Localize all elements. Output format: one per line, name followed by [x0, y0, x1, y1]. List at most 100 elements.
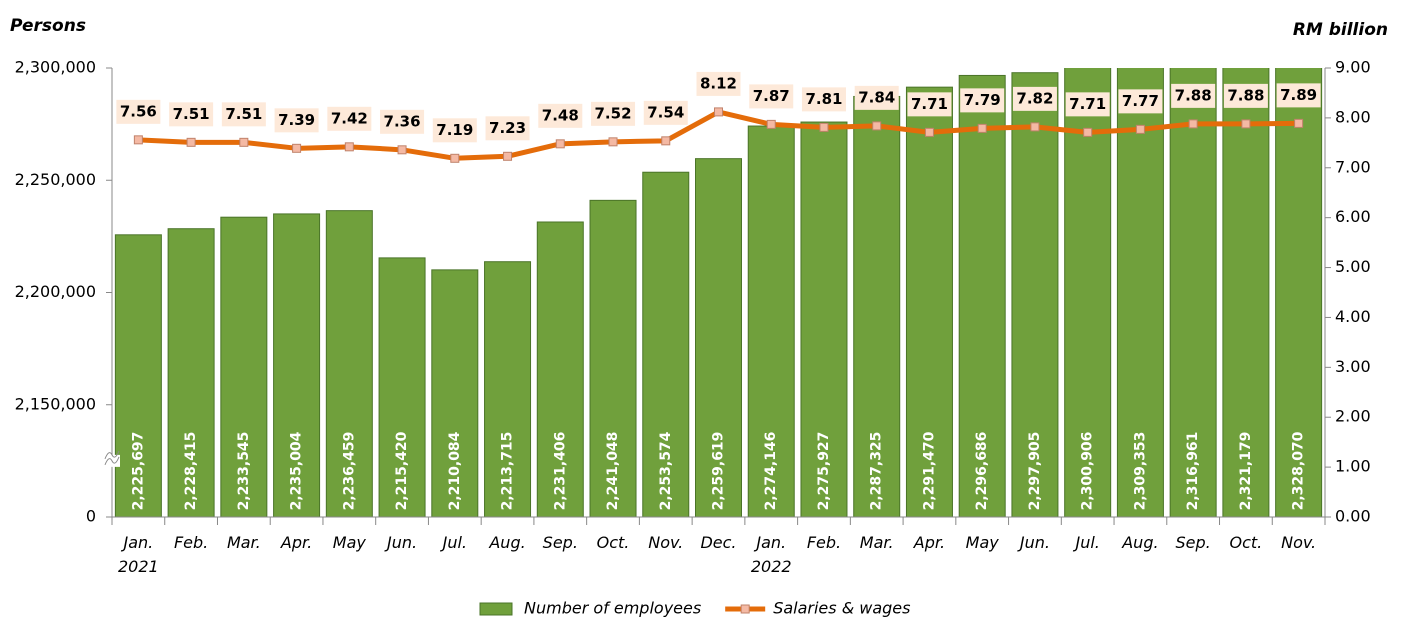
line-value-label: 7.82: [1016, 89, 1053, 107]
line-marker: [1188, 119, 1198, 129]
bar-value-label: 2,213,715: [500, 432, 516, 511]
value-label-box: [274, 108, 319, 133]
line-marker: [239, 137, 249, 147]
bar: [1275, 68, 1323, 518]
line-value-label: 7.51: [173, 105, 210, 123]
value-label-box: [960, 88, 1005, 113]
bar: [642, 171, 690, 518]
bar: [695, 158, 742, 518]
bar: [589, 199, 637, 518]
x-tick-label: Feb.: [173, 533, 209, 552]
line-marker: [555, 139, 565, 149]
y2-tick-label: 0.00: [1335, 507, 1371, 526]
y2-tick-label: 7.00: [1335, 157, 1371, 176]
x-tick-label: Aug.: [1122, 533, 1159, 552]
bar: [1064, 68, 1112, 518]
line-marker: [1083, 127, 1093, 137]
x-tick-label: Nov.: [648, 533, 684, 552]
line-value-label: 7.56: [120, 102, 157, 120]
x-tick-label: Dec.: [700, 533, 737, 552]
bar: [800, 121, 848, 518]
bar: [114, 234, 162, 518]
line-value-label: 7.81: [805, 90, 842, 108]
bar-value-label: 2,215,420: [394, 431, 410, 510]
value-label-box: [485, 116, 530, 141]
bar: [325, 210, 373, 518]
bar: [747, 125, 795, 518]
line-value-label: 7.52: [595, 104, 632, 122]
y2-tick-label: 4.00: [1335, 307, 1371, 326]
y2-axis-title: RM billion: [1293, 20, 1388, 40]
line-marker: [186, 137, 196, 147]
line-marker: [292, 143, 302, 153]
x-tick-label: Sep.: [1175, 533, 1211, 552]
x-tick-label: Apr.: [280, 533, 313, 552]
line-value-label: 7.77: [1122, 92, 1159, 110]
y-tick-label: 2,300,000: [15, 58, 96, 77]
bar: [1116, 68, 1164, 518]
legend-marker: [740, 604, 750, 614]
axis-break: [104, 456, 120, 466]
y2-tick-label: 1.00: [1335, 457, 1371, 476]
y-axis-title: Persons: [10, 16, 86, 36]
line-marker: [766, 119, 776, 129]
line-value-label: 7.89: [1280, 86, 1317, 104]
bar-value-label: 2,309,353: [1132, 432, 1148, 511]
bar-value-label: 2,235,004: [289, 431, 305, 510]
bar: [378, 257, 426, 518]
line-marker: [397, 145, 407, 155]
x-tick-label: Mar.: [859, 533, 894, 552]
bar: [273, 213, 321, 518]
x-tick-label: Oct.: [596, 533, 630, 552]
bar-value-label: 2,233,545: [236, 432, 252, 511]
bar-value-label: 2,241,048: [605, 432, 621, 511]
line-marker: [1294, 118, 1304, 128]
value-label-box: [1012, 86, 1057, 111]
x-tick-label: Jul.: [442, 533, 467, 552]
line-marker: [1030, 122, 1040, 132]
line-marker: [661, 136, 671, 146]
x-tick-label: Oct.: [1229, 533, 1263, 552]
line-value-label: 7.88: [1175, 86, 1212, 104]
bar-value-label: 2,275,927: [816, 432, 832, 511]
line-value-label: 7.84: [858, 88, 895, 106]
value-label-box: [1223, 83, 1268, 108]
bar: [958, 74, 1006, 518]
value-label-box: [749, 84, 794, 109]
bar: [1169, 68, 1217, 518]
y2-tick-label: 3.00: [1335, 357, 1371, 376]
legend-label: Salaries & wages: [773, 599, 910, 618]
bar: [484, 261, 532, 518]
line-marker: [819, 122, 829, 132]
line-marker: [503, 151, 513, 161]
x-tick-label: Sep.: [542, 533, 578, 552]
x-tick-label: Feb.: [806, 533, 842, 552]
x-tick-label: Jan. 2022: [750, 533, 792, 576]
legend-swatch: [479, 602, 513, 616]
bar-value-label: 2,274,146: [763, 432, 779, 511]
line-value-label: 7.42: [331, 109, 368, 127]
y-tick-label: 2,150,000: [15, 394, 96, 413]
y-tick-label: 2,250,000: [15, 170, 96, 189]
axis-break: [104, 450, 120, 460]
line-marker: [872, 121, 882, 131]
bar-value-label: 2,321,179: [1238, 432, 1254, 511]
line-value-label: 7.19: [436, 121, 473, 139]
bar-value-label: 2,328,070: [1291, 431, 1307, 510]
bar-value-label: 2,228,415: [183, 432, 199, 511]
y2-tick-label: 5.00: [1335, 257, 1371, 276]
bar-value-label: 2,253,574: [658, 431, 674, 510]
line-value-label: 7.79: [964, 91, 1001, 109]
line-value-label: 7.88: [1227, 86, 1264, 104]
line-marker: [133, 135, 143, 145]
x-tick-label: Jun.: [1019, 533, 1050, 552]
bar-value-label: 2,297,905: [1027, 432, 1043, 511]
value-label-box: [169, 102, 214, 127]
line-value-label: 7.36: [384, 112, 421, 130]
line-marker: [1135, 124, 1145, 134]
line-value-label: 7.71: [911, 95, 948, 113]
value-label-box: [221, 102, 266, 127]
bar-value-label: 2,291,470: [921, 431, 937, 510]
line-marker: [977, 123, 987, 133]
